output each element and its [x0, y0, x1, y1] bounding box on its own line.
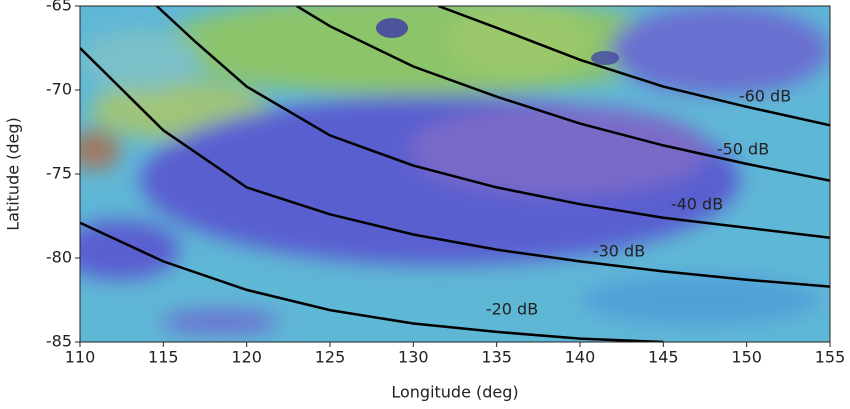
x-tick-label: 110: [65, 348, 96, 367]
y-tick-label: -80: [46, 248, 72, 267]
contour-line: [155, 6, 830, 240]
x-tick-label: 155: [815, 348, 846, 367]
y-tick-label: -85: [46, 332, 72, 351]
contour-line: [80, 221, 664, 342]
x-tick-label: 130: [398, 348, 429, 367]
x-tick-label: 140: [565, 348, 596, 367]
y-axis-label: Latitude (deg): [4, 117, 23, 231]
contour-label: -20 dB: [486, 300, 538, 319]
x-tick-label: 125: [315, 348, 346, 367]
x-tick-label: 115: [148, 348, 179, 367]
x-tick-label: 135: [481, 348, 512, 367]
x-tick-label: 120: [231, 348, 262, 367]
terrain: [80, 6, 830, 342]
x-tick-label: 145: [648, 348, 679, 367]
y-tick-label: -65: [46, 0, 72, 15]
y-tick-label: -75: [46, 164, 72, 183]
contour-label: -30 dB: [593, 242, 645, 261]
contour-line: [296, 6, 830, 182]
contour-label: -60 dB: [739, 87, 791, 106]
x-axis-label: Longitude (deg): [391, 383, 518, 402]
contour-label: -40 dB: [671, 195, 723, 214]
y-tick-label: -70: [46, 80, 72, 99]
contour-label: -50 dB: [717, 140, 769, 159]
contour-line: [80, 47, 830, 288]
x-tick-label: 150: [731, 348, 762, 367]
contour-line: [437, 6, 830, 127]
